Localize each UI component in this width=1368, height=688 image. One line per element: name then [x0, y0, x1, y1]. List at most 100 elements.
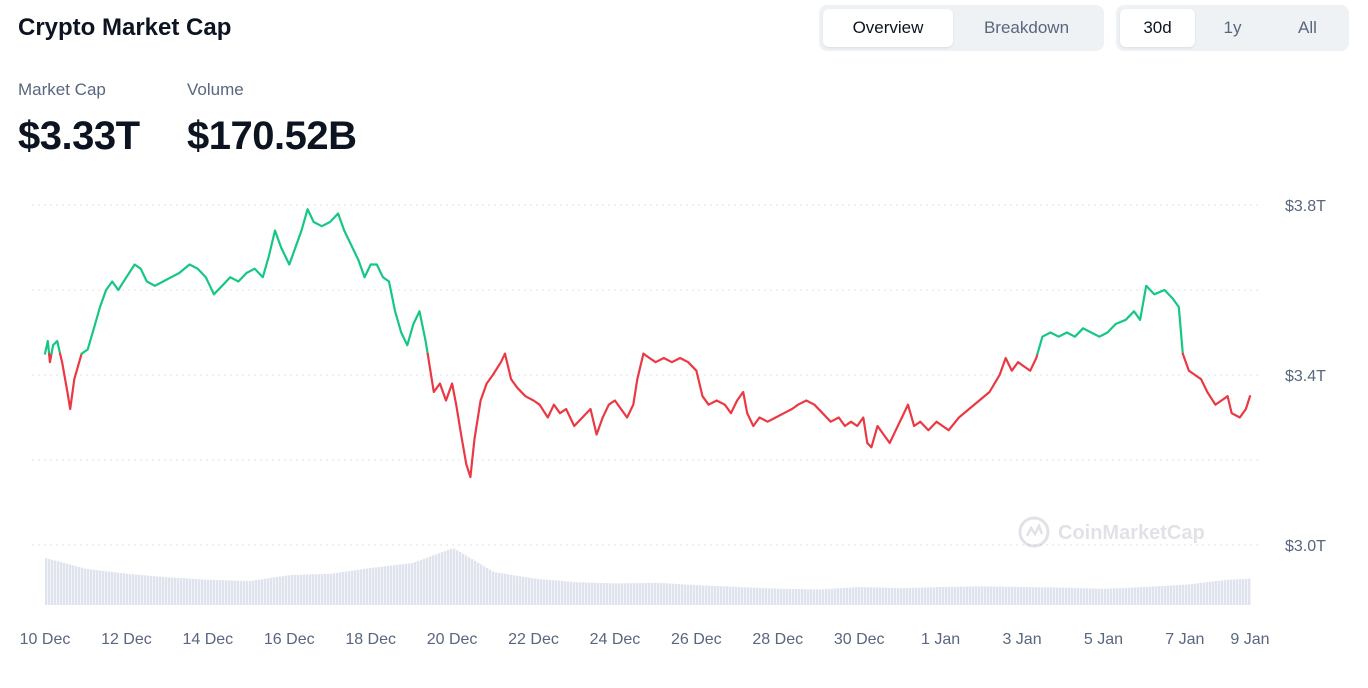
volume-bar	[105, 571, 108, 605]
volume-bar	[777, 588, 780, 605]
volume-bar	[66, 563, 69, 605]
volume-bar	[1098, 588, 1101, 605]
tab-overview[interactable]: Overview	[823, 9, 953, 47]
volume-bar	[765, 588, 768, 605]
volume-bar	[84, 568, 87, 605]
volume-bar	[630, 583, 633, 605]
volume-bar	[1170, 585, 1173, 605]
volume-bar	[843, 587, 846, 605]
volume-bar	[258, 579, 261, 605]
volume-bar	[168, 577, 171, 605]
x-tick-label: 10 Dec	[20, 631, 71, 648]
volume-bar	[972, 586, 975, 605]
volume-bar	[1122, 587, 1125, 605]
volume-bar	[804, 589, 807, 605]
volume-bar	[588, 582, 591, 605]
volume-bar	[795, 589, 798, 605]
volume-bar	[801, 589, 804, 605]
volume-bar	[825, 589, 828, 605]
volume-bar	[366, 568, 369, 605]
volume-bar	[1236, 579, 1239, 605]
volume-bar	[1125, 587, 1128, 605]
volume-bar	[1158, 586, 1161, 605]
volume-bar	[78, 566, 81, 605]
volume-bar	[261, 579, 264, 605]
volume-bar	[675, 583, 678, 605]
range-1y[interactable]: 1y	[1223, 18, 1242, 37]
volume-bar	[1053, 587, 1056, 605]
volume-bar	[153, 576, 156, 605]
volume-bar	[714, 585, 717, 605]
volume-bar	[936, 587, 939, 605]
volume-bar	[309, 574, 312, 605]
range-all[interactable]: All	[1298, 18, 1317, 37]
volume-bar	[783, 588, 786, 605]
volume-bar	[174, 577, 177, 605]
volume-bar	[198, 579, 201, 605]
view-toggle: Overview Breakdown	[819, 5, 1104, 51]
volume-bar	[1200, 582, 1203, 605]
volume-bar	[510, 574, 513, 605]
volume-bar	[603, 583, 606, 605]
volume-bar	[201, 579, 204, 605]
volume-bar	[1131, 587, 1134, 605]
volume-bar	[369, 568, 372, 605]
volume-bar	[486, 567, 489, 605]
market-cap-chart[interactable]: CoinMarketCap $3.8T $3.4T $3.0T 10 Dec 12 D…	[0, 170, 1368, 680]
volume-bar	[1113, 588, 1116, 605]
volume-bar	[288, 575, 291, 605]
volume-bar	[1140, 587, 1143, 605]
volume-bar	[612, 583, 615, 605]
volume-bar	[732, 586, 735, 605]
volume-bar	[750, 587, 753, 605]
volume-bar	[723, 586, 726, 605]
coinmarketcap-watermark: CoinMarketCap	[1018, 516, 1205, 548]
volume-bar	[1182, 584, 1185, 605]
volume-bar	[252, 580, 255, 605]
volume-bar	[147, 575, 150, 605]
volume-bar	[912, 587, 915, 605]
volume-bar	[534, 578, 537, 605]
volume-bar	[897, 588, 900, 605]
coinmarketcap-logo-icon	[1018, 516, 1050, 548]
volume-bar	[453, 548, 456, 605]
volume-bar	[504, 573, 507, 605]
volume-bar	[561, 581, 564, 605]
x-tick-label: 16 Dec	[264, 631, 315, 648]
x-tick-label: 9 Jan	[1230, 631, 1269, 648]
range-30d[interactable]: 30d	[1120, 9, 1195, 47]
volume-bar	[558, 580, 561, 605]
volume-bar	[681, 584, 684, 605]
volume-bar	[933, 587, 936, 605]
volume-bar	[927, 587, 930, 605]
volume-bar	[246, 580, 249, 605]
volume-bar	[186, 578, 189, 605]
volume-bar	[207, 579, 210, 605]
volume-bar	[387, 565, 390, 605]
volume-bar	[537, 578, 540, 605]
volume-bar	[819, 589, 822, 605]
volume-bar	[408, 563, 411, 605]
volume-bar	[945, 586, 948, 605]
volume-bar	[1176, 585, 1179, 605]
tab-breakdown[interactable]: Breakdown	[983, 18, 1070, 37]
volume-bar	[432, 555, 435, 605]
volume-bar	[957, 586, 960, 605]
volume-bar	[1224, 579, 1227, 605]
volume-bar	[339, 572, 342, 605]
price-line-down-segment	[503, 352, 645, 436]
volume-bar	[1221, 580, 1224, 605]
volume-bar	[60, 562, 63, 605]
volume-bar	[693, 585, 696, 605]
volume-bar	[360, 569, 363, 605]
volume-bar	[828, 588, 831, 605]
volume-bar	[1014, 586, 1017, 605]
volume-bar	[966, 586, 969, 605]
volume-bar	[741, 587, 744, 605]
volume-bar	[363, 568, 366, 605]
x-tick-label: 7 Jan	[1165, 631, 1204, 648]
volume-bar	[96, 570, 99, 605]
volume-bar	[225, 580, 228, 605]
volume-bar	[402, 564, 405, 605]
volume-bar	[951, 586, 954, 605]
